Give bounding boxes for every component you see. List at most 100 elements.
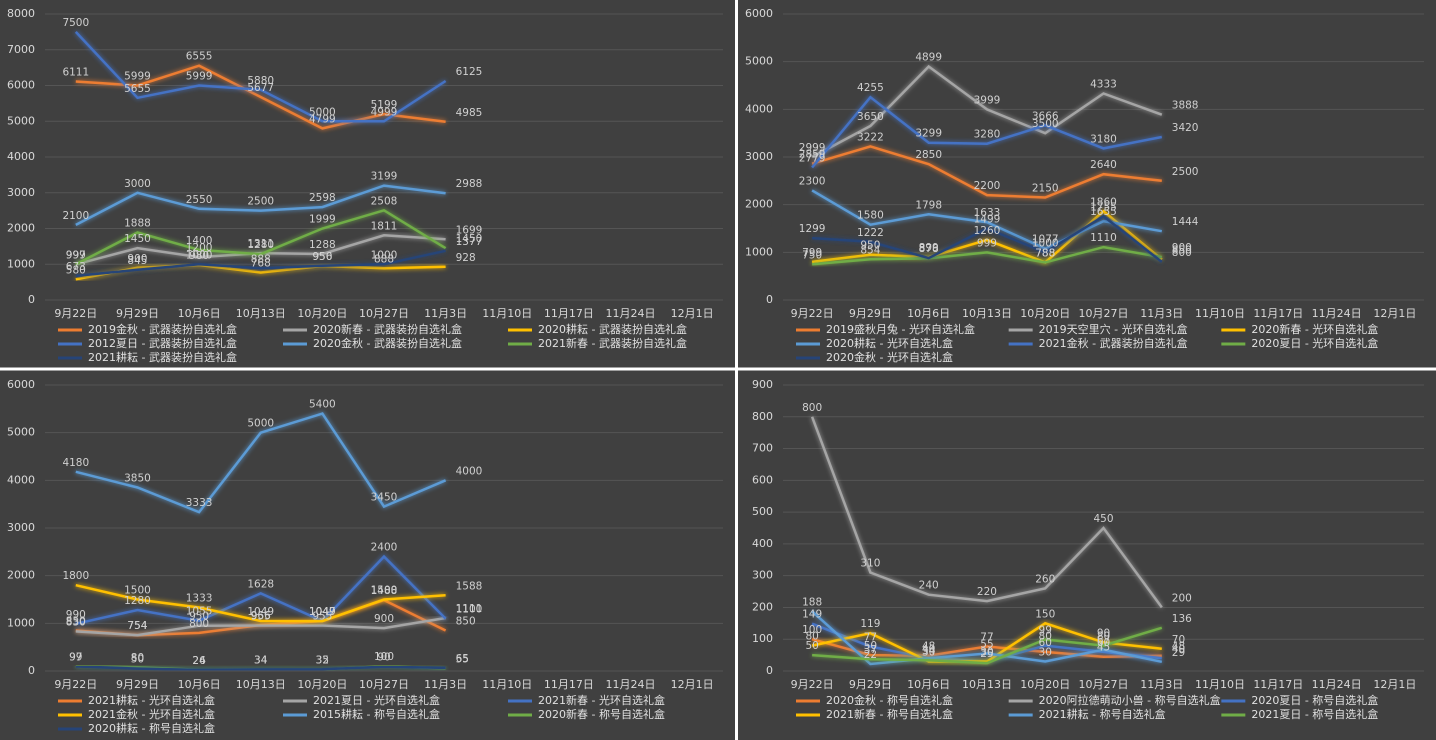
value-label: 1077: [1032, 234, 1059, 246]
value-label: 260: [1035, 573, 1055, 585]
value-label: 70: [1172, 634, 1185, 646]
y-tick-label: 4000: [745, 102, 773, 115]
value-label: 77: [980, 632, 993, 644]
x-tick-label: 11月24日: [1312, 678, 1362, 691]
series-line: [75, 64, 446, 130]
value-label: 4899: [915, 51, 942, 63]
series-line: [811, 64, 1163, 159]
value-label: 200: [1172, 592, 1192, 604]
value-label: 5199: [371, 99, 398, 111]
value-label: 3199: [371, 171, 398, 183]
value-label: 3450: [371, 492, 398, 504]
value-label: 50: [805, 640, 818, 652]
y-tick-label: 0: [28, 293, 35, 306]
legend-label: 2021耕耘 - 称号自选礼盒: [1039, 707, 1166, 721]
y-tick-label: 0: [766, 664, 773, 677]
value-label: 1488: [371, 585, 398, 597]
value-label: 37: [864, 644, 877, 656]
y-tick-label: 900: [752, 378, 773, 391]
y-tick-label: 800: [752, 410, 773, 423]
legend-label: 2019金秋 - 武器装扮自选礼盒: [88, 322, 237, 336]
x-tick-label: 10月6日: [178, 307, 221, 320]
x-tick-label: 12月1日: [1373, 307, 1416, 320]
x-tick-label: 9月22日: [54, 678, 97, 691]
series-line: [812, 626, 1163, 665]
value-label: 1860: [1090, 196, 1117, 208]
value-label: 3000: [124, 178, 151, 190]
value-label: 30: [980, 646, 993, 658]
y-tick-label: 1000: [745, 245, 773, 258]
value-label: 90: [1097, 627, 1110, 639]
value-label: 788: [1035, 247, 1055, 259]
value-label: 99: [1039, 625, 1052, 637]
legend-label: 2021新春 - 光环自选礼盒: [538, 693, 665, 707]
value-label: 1444: [1172, 216, 1199, 228]
x-tick-label: 11月24日: [1312, 307, 1362, 320]
value-label: 1333: [186, 592, 213, 604]
x-tick-label: 10月13日: [962, 678, 1012, 691]
value-label: 5880: [247, 75, 274, 87]
series-line: [75, 554, 447, 626]
value-label: 1450: [124, 233, 151, 245]
y-tick-label: 6000: [745, 7, 773, 20]
value-label: 24: [192, 655, 206, 667]
value-label: 1000: [371, 249, 398, 261]
value-label: 1588: [456, 580, 483, 592]
series-line: [811, 637, 1162, 658]
value-label: 1655: [1090, 206, 1117, 218]
value-label: 100: [802, 624, 822, 636]
value-label: 90: [377, 652, 390, 664]
legend-label: 2021夏日 - 称号自选礼盒: [1251, 707, 1378, 721]
value-label: 3850: [124, 472, 151, 484]
value-label: 997: [66, 249, 86, 261]
x-tick-label: 11月24日: [606, 678, 656, 691]
series-line: [811, 209, 1163, 264]
legend-label: 2019天空里穴 - 光环自选礼盒: [1039, 322, 1188, 336]
series-line: [810, 416, 1163, 609]
legend-label: 2012夏日 - 武器装扮自选礼盒: [88, 336, 237, 350]
value-label: 5655: [124, 83, 151, 95]
x-tick-label: 10月20日: [297, 307, 347, 320]
value-label: 48: [1172, 641, 1185, 653]
y-tick-label: 5000: [745, 55, 773, 68]
value-label: 1450: [456, 233, 483, 245]
value-label: 22: [864, 649, 877, 661]
value-label: 900: [374, 613, 394, 625]
series-line: [75, 249, 446, 278]
legend-label: 2015耕耘 - 称号自选礼盒: [313, 707, 440, 721]
y-tick-label: 2000: [7, 222, 35, 235]
value-label: 1633: [974, 207, 1001, 219]
value-label: 5999: [186, 71, 213, 83]
x-tick-label: 11月17日: [544, 307, 594, 320]
legend-label: 2021夏日 - 光环自选礼盒: [313, 693, 440, 707]
value-label: 1500: [371, 585, 398, 597]
value-label: 799: [802, 247, 822, 259]
value-label: 876: [919, 243, 939, 255]
y-tick-label: 5000: [7, 114, 35, 127]
value-label: 48: [922, 641, 935, 653]
value-label: 3280: [974, 129, 1001, 141]
value-label: 80: [1097, 631, 1110, 643]
value-label: 240: [919, 580, 939, 592]
y-tick-label: 1000: [7, 257, 35, 270]
value-label: 900: [127, 253, 147, 265]
value-label: 100: [374, 651, 394, 663]
value-label: 888: [251, 253, 271, 265]
value-label: 3333: [186, 497, 213, 509]
value-label: 55: [980, 639, 993, 651]
value-label: 800: [189, 618, 209, 630]
value-label: 3500: [1032, 118, 1059, 130]
y-tick-label: 7000: [7, 43, 35, 56]
value-label: 1100: [456, 604, 483, 616]
value-label: 80: [1039, 631, 1052, 643]
value-label: 2300: [799, 175, 826, 187]
value-label: 3222: [857, 131, 884, 143]
value-label: 1499: [974, 214, 1001, 226]
x-tick-label: 11月3日: [1140, 307, 1183, 320]
value-label: 34: [254, 654, 268, 666]
value-label: 6125: [456, 66, 483, 78]
value-label: 30: [1039, 646, 1052, 658]
value-label: 50: [131, 654, 144, 666]
x-tick-label: 10月13日: [962, 307, 1012, 320]
